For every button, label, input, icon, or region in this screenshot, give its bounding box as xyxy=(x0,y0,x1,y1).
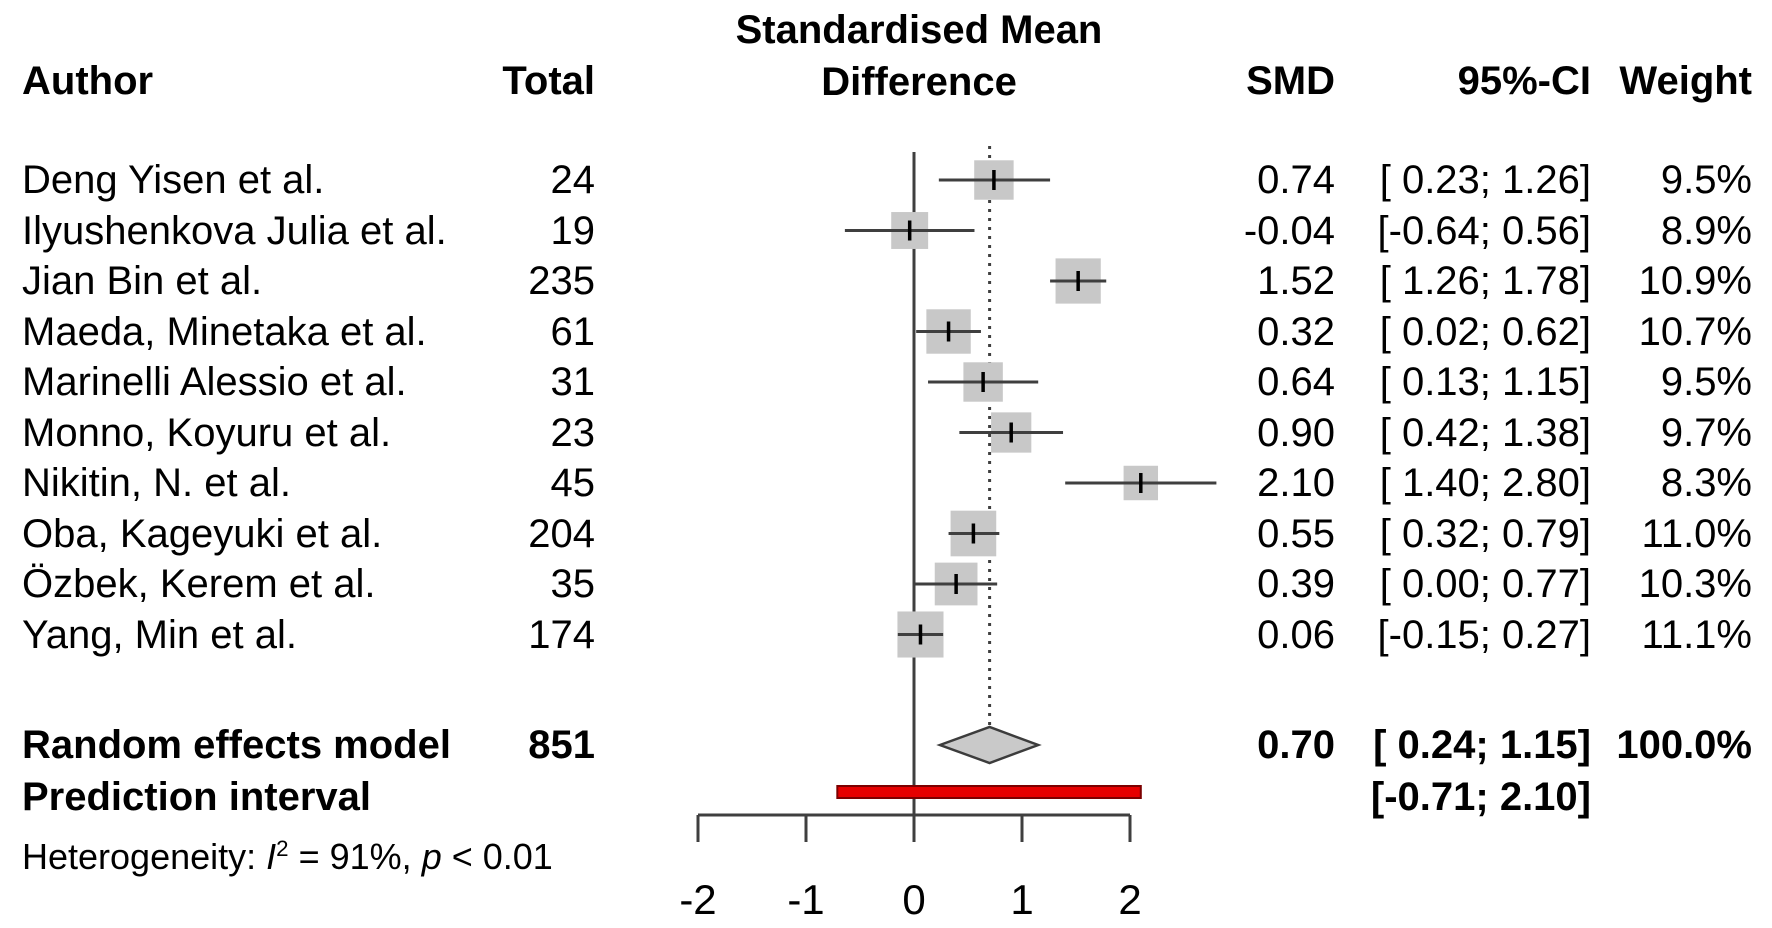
study-total: 35 xyxy=(550,562,596,606)
study-ci: [ 0.02; 0.62] xyxy=(1379,309,1591,354)
study-author: Jian Bin et al. xyxy=(22,259,263,303)
prediction-interval-bar xyxy=(836,785,1142,799)
estimate-tick xyxy=(1076,271,1080,291)
study-ci: [-0.15; 0.27] xyxy=(1377,612,1591,657)
study-author: Monno, Koyuru et al. xyxy=(22,410,392,455)
study-ci: [ 0.13; 1.15] xyxy=(1379,360,1591,404)
column-header-author: Author xyxy=(22,59,154,103)
study-weight: 8.9% xyxy=(1660,208,1752,253)
estimate-tick xyxy=(1009,422,1013,443)
study-ci: [ 0.32; 0.79] xyxy=(1379,511,1591,556)
random-effects-smd: 0.70 xyxy=(1257,723,1335,767)
study-smd: 2.10 xyxy=(1257,461,1335,505)
study-author: Ilyushenkova Julia et al. xyxy=(22,208,447,253)
study-smd: 0.64 xyxy=(1257,360,1335,404)
column-header-weight: Weight xyxy=(1619,59,1752,103)
plot-title-line2: Difference xyxy=(821,60,1017,104)
x-axis-tick-label: 1 xyxy=(1010,876,1034,923)
estimate-tick xyxy=(907,220,912,241)
estimate-tick xyxy=(918,624,923,645)
study-smd: 0.74 xyxy=(1257,158,1335,202)
study-smd: 1.52 xyxy=(1257,259,1335,303)
study-ci: [ 1.26; 1.78] xyxy=(1379,259,1591,303)
column-header-total: Total xyxy=(502,59,595,103)
study-smd: 0.32 xyxy=(1257,309,1335,354)
plot-title: Standardised Mean Difference xyxy=(474,4,1364,108)
random-effects-label: Random effects model xyxy=(22,723,451,767)
study-author: Oba, Kageyuki et al. xyxy=(22,511,383,556)
study-author: Marinelli Alessio et al. xyxy=(22,360,407,404)
estimate-tick xyxy=(946,321,951,342)
study-weight: 9.5% xyxy=(1660,360,1752,404)
study-weight: 11.1% xyxy=(1641,612,1752,657)
study-weight: 9.5% xyxy=(1660,158,1752,202)
study-weight: 10.7% xyxy=(1638,309,1752,354)
study-weight: 10.3% xyxy=(1638,562,1752,606)
study-author: Yang, Min et al. xyxy=(22,612,297,657)
heterogeneity-prefix: Heterogeneity: xyxy=(22,836,267,877)
study-ci: [ 1.40; 2.80] xyxy=(1379,461,1591,505)
random-effects-weight: 100.0% xyxy=(1616,723,1752,767)
estimate-tick xyxy=(992,170,996,190)
study-total: 31 xyxy=(550,360,596,404)
column-header-smd: SMD xyxy=(1246,59,1335,103)
heterogeneity-i-symbol: I xyxy=(266,836,277,877)
study-author: Nikitin, N. et al. xyxy=(22,461,291,505)
study-author: Özbek, Kerem et al. xyxy=(22,562,376,606)
study-total: 45 xyxy=(550,461,596,505)
study-smd: 0.90 xyxy=(1257,410,1335,455)
prediction-interval-ci: [-0.71; 2.10] xyxy=(1370,775,1591,819)
study-weight: 9.7% xyxy=(1660,410,1752,455)
x-axis-tick-label: 2 xyxy=(1118,876,1142,923)
study-total: 61 xyxy=(550,309,596,354)
random-effects-total: 851 xyxy=(528,723,595,767)
study-total: 23 xyxy=(550,410,596,455)
estimate-tick xyxy=(1139,473,1143,493)
study-ci: [ 0.23; 1.26] xyxy=(1379,158,1591,202)
prediction-interval-label: Prediction interval xyxy=(22,775,371,819)
study-smd: 0.39 xyxy=(1257,562,1335,606)
study-total: 174 xyxy=(528,612,595,657)
random-effects-ci: [ 0.24; 1.15] xyxy=(1373,723,1591,767)
study-ci: [ 0.00; 0.77] xyxy=(1379,562,1591,606)
column-header-ci: 95%-CI xyxy=(1457,59,1591,103)
study-ci: [-0.64; 0.56] xyxy=(1377,208,1591,253)
x-axis-tick-label: -2 xyxy=(679,876,717,923)
plot-title-line1: Standardised Mean xyxy=(735,8,1103,52)
x-axis-tick-label: -1 xyxy=(787,876,825,923)
study-weight: 8.3% xyxy=(1660,461,1752,505)
study-smd: -0.04 xyxy=(1243,208,1335,253)
estimate-tick xyxy=(954,574,958,594)
summary-diamond xyxy=(936,725,1042,765)
estimate-tick xyxy=(981,372,985,392)
study-total: 24 xyxy=(550,158,596,202)
study-smd: 0.55 xyxy=(1257,511,1335,556)
study-smd: 0.06 xyxy=(1257,612,1335,657)
heterogeneity-p-symbol: p xyxy=(421,836,442,877)
study-weight: 11.0% xyxy=(1641,511,1752,556)
study-author: Deng Yisen et al. xyxy=(22,158,325,202)
study-weight: 10.9% xyxy=(1638,259,1752,303)
heterogeneity-suffix: < 0.01 xyxy=(441,836,553,877)
heterogeneity-mid: = 91%, xyxy=(288,836,422,877)
heterogeneity-note: Heterogeneity: I2 = 91%, p < 0.01 xyxy=(22,823,553,877)
study-author: Maeda, Minetaka et al. xyxy=(22,309,427,354)
heterogeneity-i-sup: 2 xyxy=(276,836,289,861)
x-axis-tick-label: 0 xyxy=(902,876,926,923)
estimate-tick xyxy=(971,523,976,544)
study-total: 235 xyxy=(528,259,595,303)
study-total: 204 xyxy=(528,511,595,556)
study-total: 19 xyxy=(550,208,596,253)
study-ci: [ 0.42; 1.38] xyxy=(1379,410,1591,455)
